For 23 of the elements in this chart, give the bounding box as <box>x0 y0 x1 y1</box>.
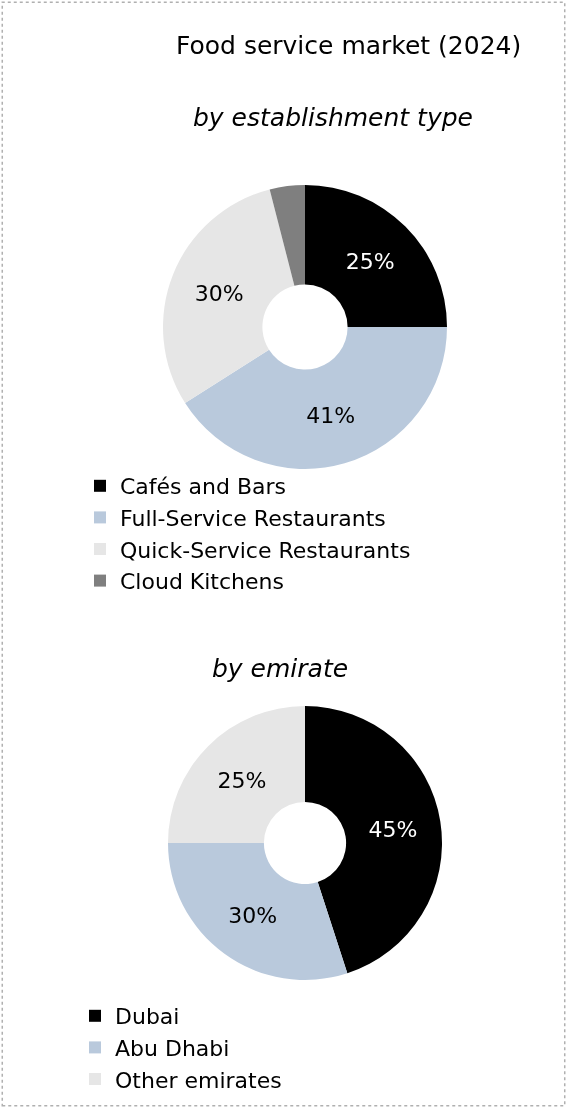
donut-slice <box>168 706 305 843</box>
legend-label: Quick-Service Restaurants <box>120 537 411 563</box>
data-label: 30% <box>194 280 244 306</box>
donut-slice <box>305 706 442 974</box>
donut-slice <box>168 843 348 980</box>
legend-label: Cloud Kitchens <box>120 569 284 595</box>
data-label: 25% <box>345 249 395 275</box>
data-label: 41% <box>306 403 356 429</box>
donut-slice <box>163 189 295 404</box>
chart-title: by emirate <box>212 654 349 683</box>
data-label: 25% <box>217 767 267 793</box>
chart-title: Food service market (2024) <box>176 31 522 60</box>
legend-label: Full-Service Restaurants <box>120 505 386 531</box>
chart-subtitle: by establishment type <box>193 103 473 132</box>
data-label: 45% <box>368 816 418 842</box>
legend-label: Other emirates <box>115 1067 282 1093</box>
data-label: 30% <box>228 902 278 928</box>
legend-label: Cafés and Bars <box>120 474 287 500</box>
legend-label: Dubai <box>115 1004 180 1030</box>
legend-label: Abu Dhabi <box>115 1035 230 1061</box>
donut-slice <box>269 185 305 286</box>
donut-slice <box>305 185 447 327</box>
donut-slice <box>185 327 447 469</box>
